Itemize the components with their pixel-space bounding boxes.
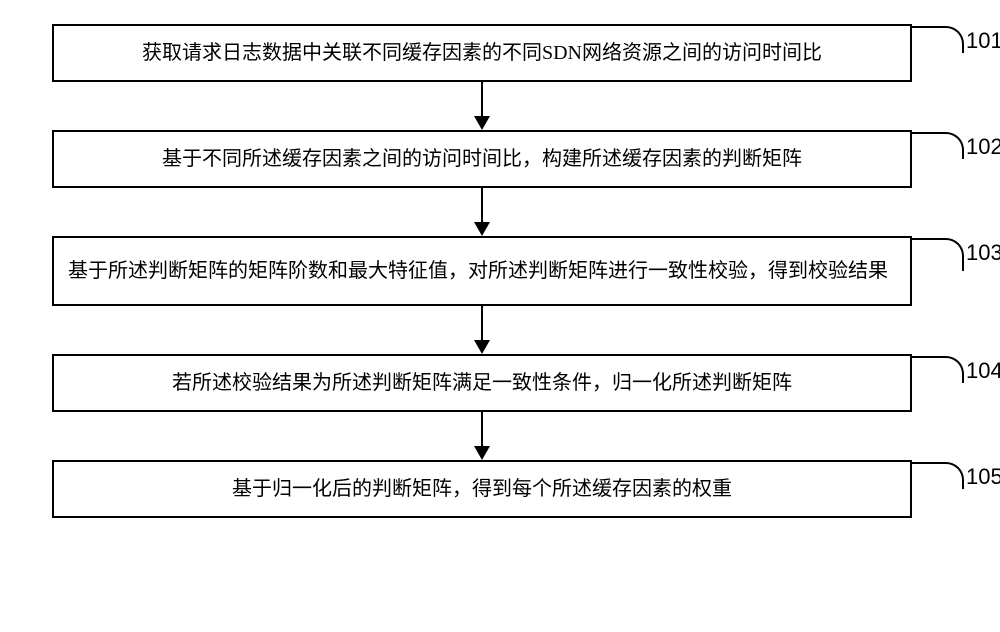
- down-arrow-icon: [470, 188, 494, 236]
- step-text-103: 基于所述判断矩阵的矩阵阶数和最大特征值，对所述判断矩阵进行一致性校验，得到校验结…: [68, 254, 896, 288]
- step-box-105: 基于归一化后的判断矩阵，得到每个所述缓存因素的权重 105: [52, 460, 912, 518]
- step-box-102: 基于不同所述缓存因素之间的访问时间比，构建所述缓存因素的判断矩阵 102: [52, 130, 912, 188]
- step-row-105: 基于归一化后的判断矩阵，得到每个所述缓存因素的权重 105: [52, 460, 912, 518]
- flowchart-container: 获取请求日志数据中关联不同缓存因素的不同SDN网络资源之间的访问时间比 101 …: [52, 24, 912, 518]
- step-text-102: 基于不同所述缓存因素之间的访问时间比，构建所述缓存因素的判断矩阵: [68, 142, 896, 176]
- step-label-104: 104: [966, 352, 1000, 389]
- arrow-3: [470, 306, 494, 354]
- step-box-103: 基于所述判断矩阵的矩阵阶数和最大特征值，对所述判断矩阵进行一致性校验，得到校验结…: [52, 236, 912, 306]
- step-row-104: 若所述校验结果为所述判断矩阵满足一致性条件，归一化所述判断矩阵 104: [52, 354, 912, 412]
- step-text-101: 获取请求日志数据中关联不同缓存因素的不同SDN网络资源之间的访问时间比: [68, 36, 896, 70]
- step-label-105: 105: [966, 458, 1000, 495]
- down-arrow-icon: [470, 82, 494, 130]
- connector-curve: [910, 132, 964, 159]
- arrow-4: [470, 412, 494, 460]
- step-row-103: 基于所述判断矩阵的矩阵阶数和最大特征值，对所述判断矩阵进行一致性校验，得到校验结…: [52, 236, 912, 306]
- step-box-101: 获取请求日志数据中关联不同缓存因素的不同SDN网络资源之间的访问时间比 101: [52, 24, 912, 82]
- step-box-104: 若所述校验结果为所述判断矩阵满足一致性条件，归一化所述判断矩阵 104: [52, 354, 912, 412]
- step-label-103: 103: [966, 234, 1000, 271]
- connector-curve: [910, 462, 964, 489]
- step-text-105: 基于归一化后的判断矩阵，得到每个所述缓存因素的权重: [68, 472, 896, 506]
- down-arrow-icon: [470, 412, 494, 460]
- step-label-101: 101: [966, 22, 1000, 59]
- connector-curve: [910, 26, 964, 53]
- step-row-102: 基于不同所述缓存因素之间的访问时间比，构建所述缓存因素的判断矩阵 102: [52, 130, 912, 188]
- step-text-104: 若所述校验结果为所述判断矩阵满足一致性条件，归一化所述判断矩阵: [68, 366, 896, 400]
- down-arrow-icon: [470, 306, 494, 354]
- arrow-2: [470, 188, 494, 236]
- connector-curve: [910, 238, 964, 271]
- step-row-101: 获取请求日志数据中关联不同缓存因素的不同SDN网络资源之间的访问时间比 101: [52, 24, 912, 82]
- arrow-1: [470, 82, 494, 130]
- step-label-102: 102: [966, 128, 1000, 165]
- connector-curve: [910, 356, 964, 383]
